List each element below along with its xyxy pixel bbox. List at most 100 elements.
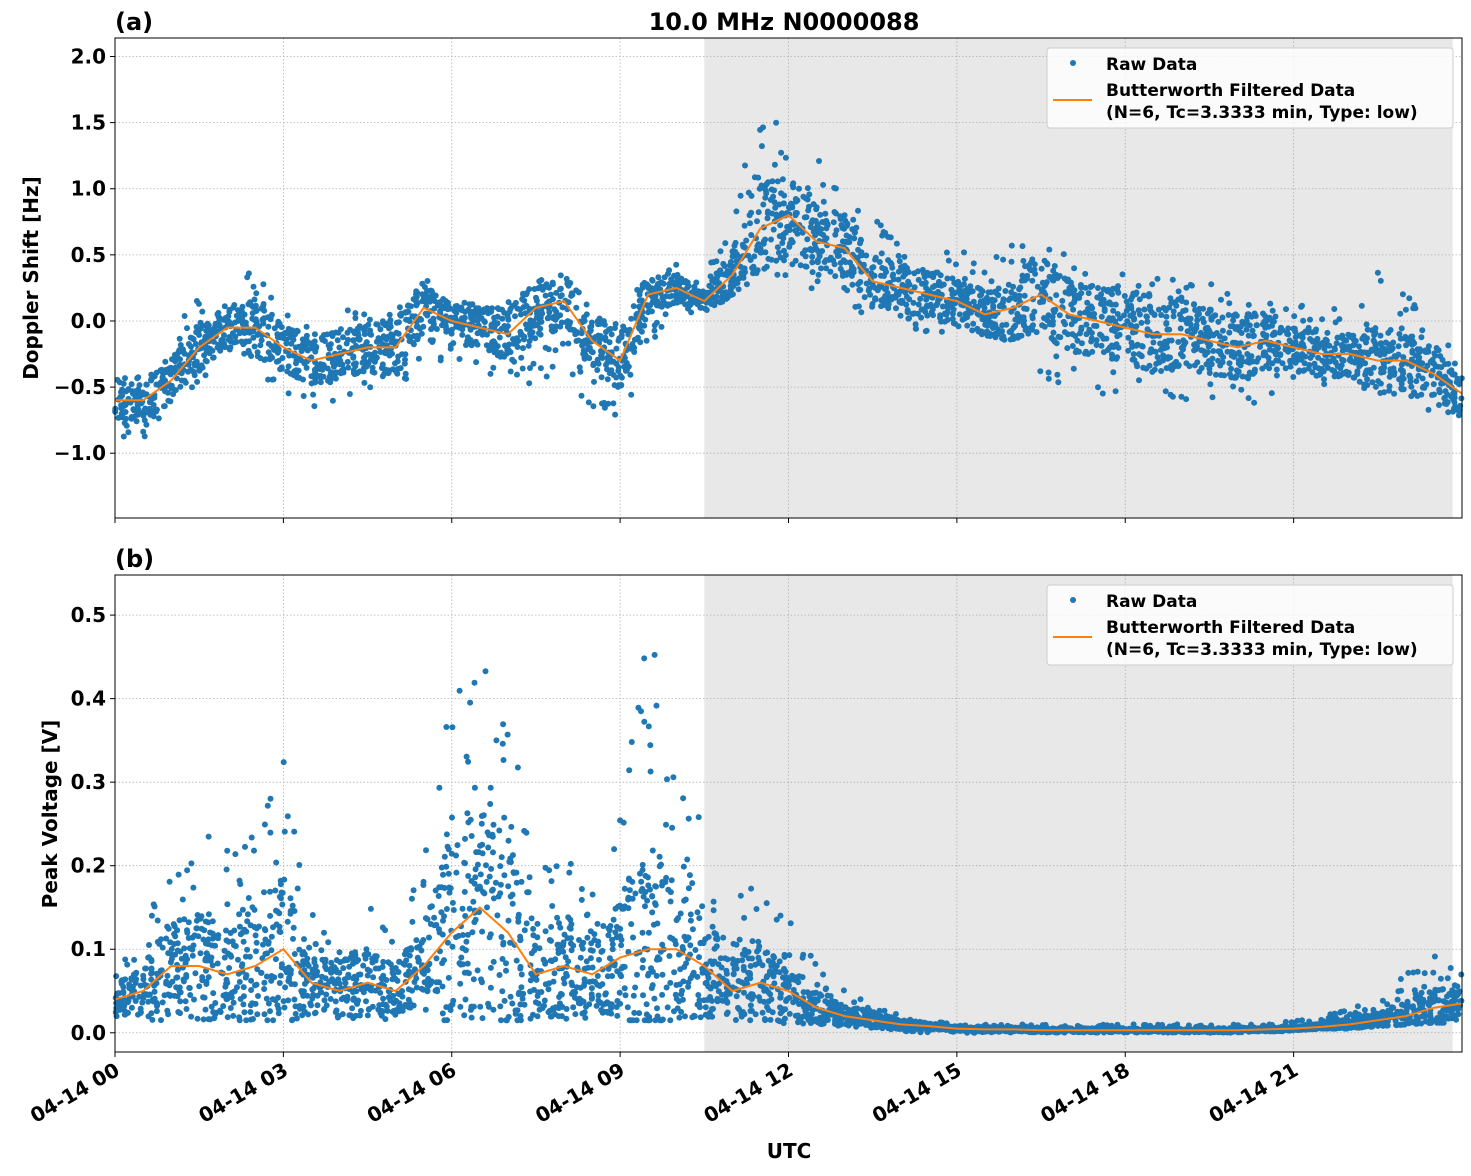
raw-data-point: [678, 293, 684, 299]
raw-data-point: [1094, 323, 1100, 329]
raw-data-point: [741, 915, 747, 921]
raw-data-point: [939, 329, 945, 335]
raw-data-point: [500, 741, 506, 747]
raw-data-point: [204, 950, 210, 956]
raw-data-point: [1051, 330, 1057, 336]
raw-data-point: [613, 321, 619, 327]
raw-data-point: [133, 998, 139, 1004]
raw-data-point: [276, 910, 282, 916]
raw-data-point: [590, 403, 596, 409]
raw-data-point: [680, 944, 686, 950]
raw-data-point: [543, 981, 549, 987]
raw-data-point: [1175, 363, 1181, 369]
raw-data-point: [637, 298, 643, 304]
raw-data-point: [1413, 378, 1419, 384]
raw-data-point: [800, 251, 806, 257]
raw-data-point: [413, 298, 419, 304]
raw-data-point: [1250, 328, 1256, 334]
raw-data-point: [579, 998, 585, 1004]
raw-data-point: [281, 335, 287, 341]
raw-data-point: [436, 893, 442, 899]
raw-data-point: [913, 321, 919, 327]
raw-data-point: [793, 212, 799, 218]
raw-data-point: [709, 998, 715, 1004]
raw-data-point: [510, 336, 516, 342]
figure-title: 10.0 MHz N0000088: [649, 8, 920, 36]
raw-data-point: [457, 688, 463, 694]
raw-data-point: [1113, 302, 1119, 308]
raw-data-point: [698, 1014, 704, 1020]
raw-data-point: [1321, 368, 1327, 374]
raw-data-point: [183, 998, 189, 1004]
raw-data-point: [176, 872, 182, 878]
raw-data-point: [340, 965, 346, 971]
raw-data-point: [572, 331, 578, 337]
raw-data-point: [950, 311, 956, 317]
raw-data-point: [429, 288, 435, 294]
raw-data-point: [1456, 409, 1462, 415]
raw-data-point: [1071, 265, 1077, 271]
raw-data-point: [806, 191, 812, 197]
raw-data-point: [266, 341, 272, 347]
raw-data-point: [639, 329, 645, 335]
raw-data-point: [657, 956, 663, 962]
raw-data-point: [1297, 332, 1303, 338]
raw-data-point: [402, 310, 408, 316]
raw-data-point: [622, 985, 628, 991]
raw-data-point: [324, 1002, 330, 1008]
raw-data-point: [1299, 351, 1305, 357]
raw-data-point: [451, 907, 457, 913]
raw-data-point: [345, 307, 351, 313]
raw-data-point: [425, 983, 431, 989]
raw-data-point: [1078, 290, 1084, 296]
raw-data-point: [675, 915, 681, 921]
raw-data-point: [579, 393, 585, 399]
raw-data-point: [267, 889, 273, 895]
raw-data-point: [607, 955, 613, 961]
raw-data-point: [754, 218, 760, 224]
raw-data-point: [498, 350, 504, 356]
raw-data-point: [314, 969, 320, 975]
raw-data-point: [212, 324, 218, 330]
raw-data-point: [638, 879, 644, 885]
raw-data-point: [781, 257, 787, 263]
raw-data-point: [1109, 356, 1115, 362]
raw-data-point: [188, 344, 194, 350]
raw-data-point: [535, 1013, 541, 1019]
raw-data-point: [814, 204, 820, 210]
raw-data-point: [291, 997, 297, 1003]
raw-data-point: [640, 862, 646, 868]
raw-data-point: [770, 194, 776, 200]
raw-data-point: [1231, 313, 1237, 319]
raw-data-point: [505, 317, 511, 323]
raw-data-point: [576, 289, 582, 295]
raw-data-point: [775, 178, 781, 184]
raw-data-point: [878, 222, 884, 228]
raw-data-point: [719, 992, 725, 998]
panel-a-ylabel: Doppler Shift [Hz]: [19, 176, 43, 380]
raw-data-point: [897, 258, 903, 264]
raw-data-point: [240, 907, 246, 913]
raw-data-point: [835, 253, 841, 259]
raw-data-point: [350, 989, 356, 995]
raw-data-point: [473, 866, 479, 872]
raw-data-point: [224, 901, 230, 907]
raw-data-point: [403, 371, 409, 377]
raw-data-point: [315, 1002, 321, 1008]
raw-data-point: [855, 247, 861, 253]
raw-data-point: [818, 265, 824, 271]
raw-data-point: [733, 240, 739, 246]
raw-data-point: [244, 947, 250, 953]
raw-data-point: [1364, 321, 1370, 327]
raw-data-point: [1153, 361, 1159, 367]
raw-data-point: [637, 339, 643, 345]
raw-data-point: [154, 1003, 160, 1009]
raw-data-point: [1431, 361, 1437, 367]
raw-data-point: [1183, 360, 1189, 366]
raw-data-point: [894, 241, 900, 247]
raw-data-point: [1437, 389, 1443, 395]
raw-data-point: [253, 316, 259, 322]
raw-data-point: [646, 723, 652, 729]
raw-data-point: [586, 399, 592, 405]
raw-data-point: [1377, 352, 1383, 358]
